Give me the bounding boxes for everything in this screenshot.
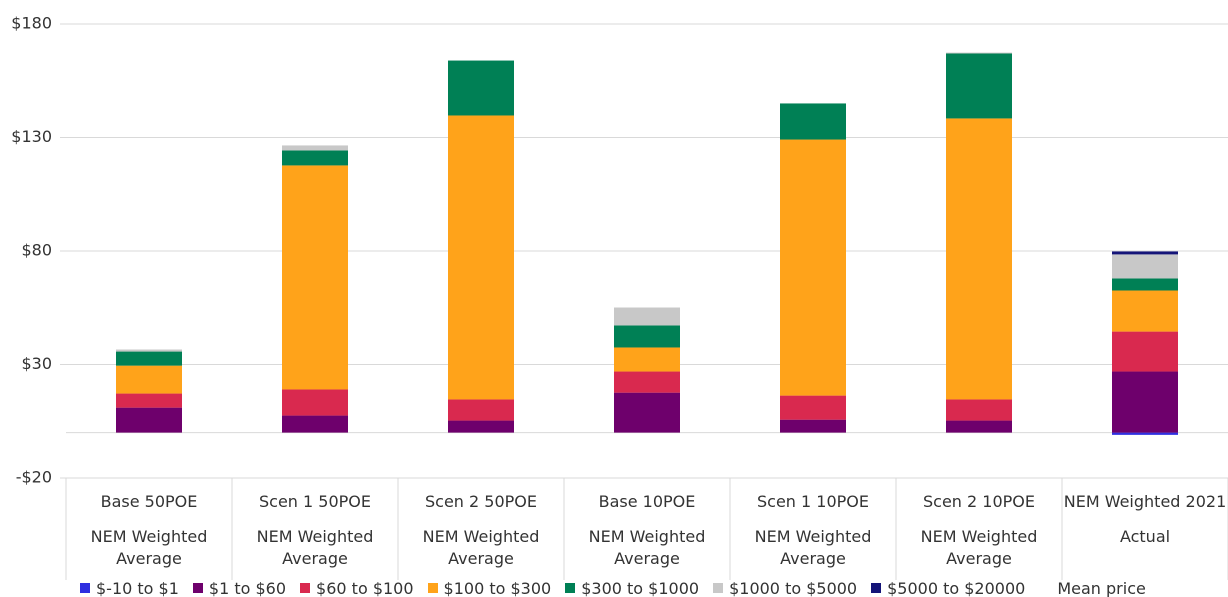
- legend-item: $60 to $100: [300, 579, 414, 597]
- legend-item: $1000 to $5000: [713, 579, 857, 597]
- bar-segment: [780, 103, 846, 140]
- bar-segment: [116, 349, 182, 352]
- bar-segment: [282, 389, 348, 416]
- bar-segment: [946, 52, 1012, 54]
- legend-item: $5000 to $20000: [871, 579, 1025, 597]
- x-tick-label: Scen 2 10POE: [923, 492, 1035, 511]
- bar-segment: [614, 371, 680, 393]
- bar-segment: [614, 307, 680, 326]
- x-tick-label: Actual: [1119, 527, 1171, 546]
- y-tick-label: -$20: [16, 468, 52, 487]
- bar-segment: [448, 420, 514, 433]
- legend-swatch: [713, 583, 724, 593]
- bar-segment: [614, 325, 680, 348]
- y-tick-label: $30: [21, 354, 52, 373]
- legend-label: $5000 to $20000: [887, 579, 1026, 597]
- x-tick-label: Scen 1 10POE: [757, 492, 869, 511]
- x-tick-label: Scen 1 50POE: [259, 492, 371, 511]
- bar-segment: [1112, 251, 1178, 255]
- y-tick-label: $130: [11, 127, 52, 146]
- legend-label: $60 to $100: [316, 579, 414, 597]
- bar-segment: [116, 365, 182, 394]
- bar-segment: [780, 419, 846, 433]
- bar-segment: [448, 115, 514, 400]
- x-tick-label: NEM Weighted Average: [920, 527, 1038, 568]
- legend-label: $300 to $1000: [581, 579, 700, 597]
- bar-segment: [116, 393, 182, 408]
- x-tick-label: NEM Weighted 2021: [1063, 492, 1227, 511]
- bar-segment: [614, 347, 680, 372]
- bar-segment: [1112, 371, 1178, 433]
- legend-label: $1000 to $5000: [729, 579, 858, 597]
- bar-segment: [946, 399, 1012, 421]
- x-tick-label: NEM Weighted Average: [422, 527, 540, 568]
- bar-segment: [116, 407, 182, 433]
- legend-label: $-10 to $1: [96, 579, 179, 597]
- legend-swatch: [427, 583, 438, 593]
- x-tick-label: NEM Weighted Average: [754, 527, 872, 568]
- y-tick-label: $180: [11, 14, 52, 33]
- bar-segment: [282, 165, 348, 390]
- x-tick-label: Base 50POE: [100, 492, 198, 511]
- legend-item: Mean price: [1057, 579, 1146, 597]
- x-tick-label: Scen 2 50POE: [425, 492, 537, 511]
- bar-segment: [1112, 254, 1178, 279]
- legend-item: $1 to $60: [192, 579, 287, 597]
- bar-segment: [946, 420, 1012, 433]
- bar-segment: [282, 415, 348, 433]
- bar-segment: [1112, 290, 1178, 332]
- bar-segment: [282, 145, 348, 151]
- bar-segment: [1112, 432, 1178, 435]
- bar-segment: [780, 139, 846, 396]
- bar-segment: [614, 392, 680, 433]
- x-tick-label: NEM Weighted Average: [256, 527, 374, 568]
- legend-swatch: [565, 583, 576, 593]
- y-tick-label: $80: [21, 241, 52, 260]
- legend-label: $100 to $300: [443, 579, 552, 597]
- legend-label: Mean price: [1057, 579, 1146, 597]
- bar-segment: [448, 399, 514, 421]
- legend-swatch: [192, 583, 203, 593]
- bar-segment: [1112, 278, 1178, 291]
- legend: $-10 to $1 $1 to $60 $60 to $100 $100 to $3…: [80, 579, 1146, 597]
- bar-segment: [780, 395, 846, 420]
- bar-segment: [116, 351, 182, 366]
- legend-swatch: [300, 583, 311, 593]
- legend-swatch: [871, 583, 882, 593]
- bar-segment: [946, 53, 1012, 119]
- legend-label: $1 to $60: [208, 579, 287, 597]
- x-tick-label: NEM Weighted Average: [588, 527, 706, 568]
- bar-segment: [282, 150, 348, 166]
- bar-segment: [1112, 331, 1178, 372]
- legend-item: $100 to $300: [427, 579, 552, 597]
- bar-segment: [946, 118, 1012, 400]
- legend-item: $300 to $1000: [565, 579, 699, 597]
- legend-swatch: [80, 583, 90, 593]
- x-tick-label: NEM Weighted Average: [90, 527, 208, 568]
- bar-segment: [448, 60, 514, 116]
- x-tick-label: Base 10POE: [598, 492, 696, 511]
- legend-item: $-10 to $1: [80, 579, 179, 597]
